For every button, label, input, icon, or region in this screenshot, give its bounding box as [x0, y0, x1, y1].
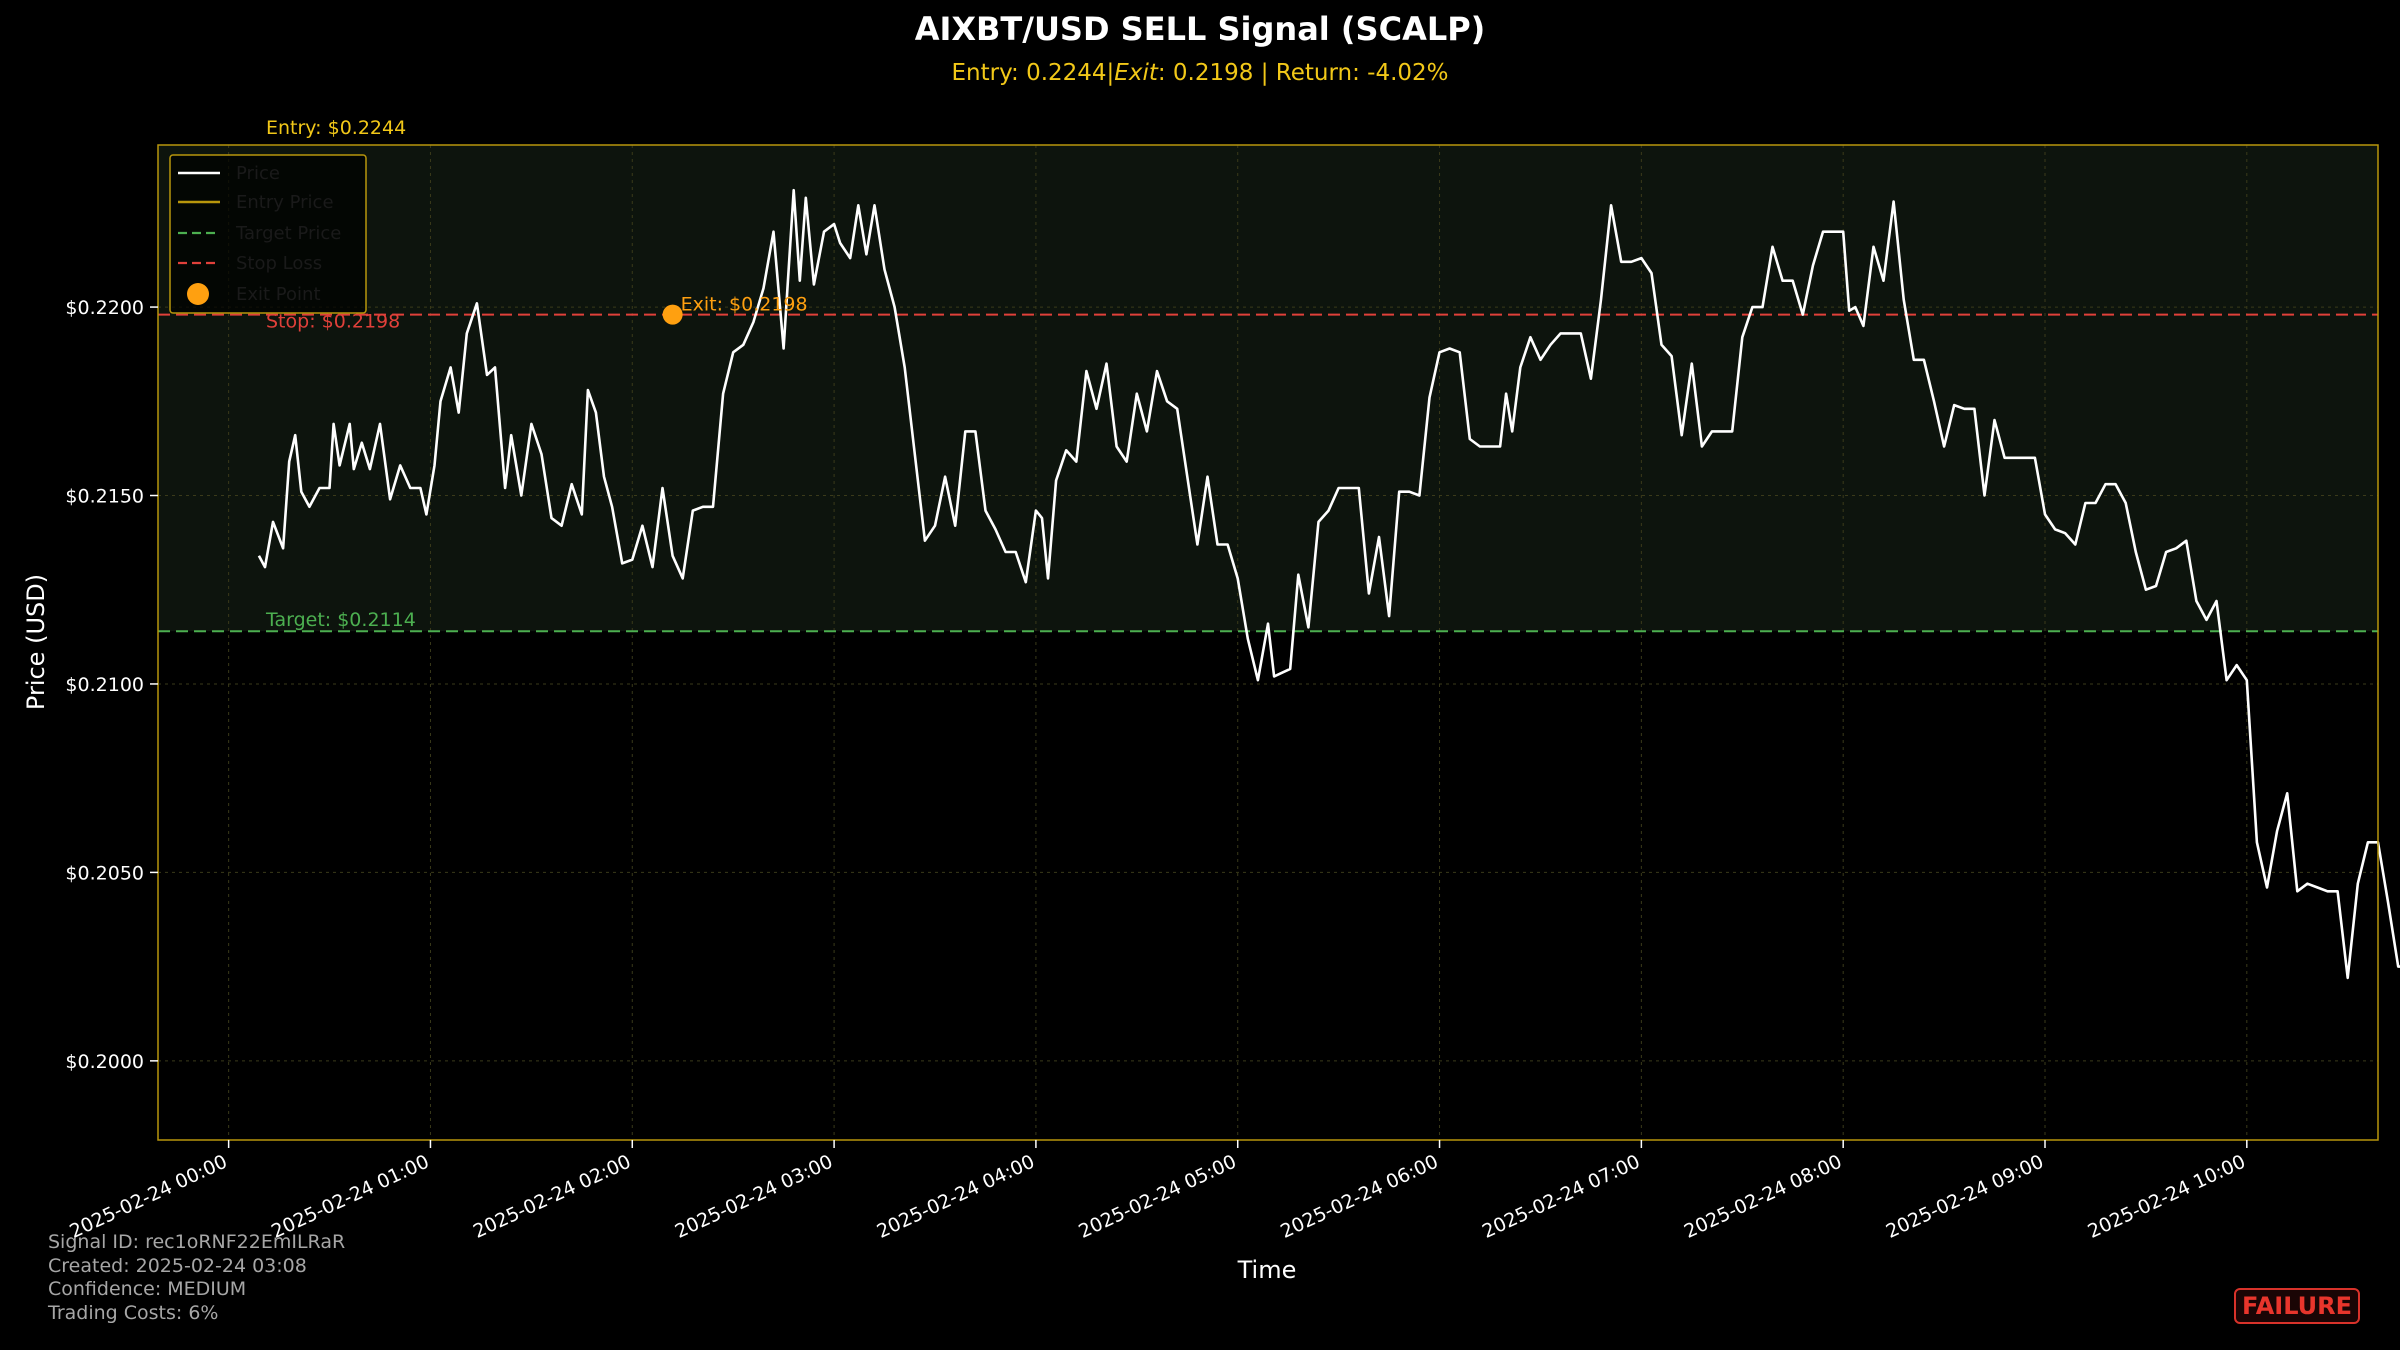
- legend-exit-swatch: [187, 283, 209, 305]
- grid: [158, 145, 2378, 1140]
- chart-subtitle: Entry: 0.2244|Exit: 0.2198 | Return: -4.…: [951, 60, 1448, 86]
- price-series-line: [257, 188, 2400, 980]
- legend: Price Entry Price Target Price Stop Loss…: [169, 154, 367, 314]
- x-tick-label: 2025-02-24 00:00: [66, 1151, 230, 1243]
- stop-level-label: Stop: $0.2198: [266, 311, 400, 333]
- exit-point-marker: [662, 304, 683, 325]
- y-axis-ticks: $0.2000 $0.2050 $0.2100 $0.2150 $0.2200: [65, 297, 158, 1073]
- x-tick-label: 2025-02-24 09:00: [1883, 1151, 2047, 1243]
- signal-id-text: Signal ID: rec1oRNF22EmILRaR: [48, 1231, 345, 1253]
- legend-entry-text: Entry Price: [236, 192, 334, 213]
- signal-info: Signal ID: rec1oRNF22EmILRaR Created: 20…: [47, 1231, 345, 1324]
- entry-level-label: Entry: $0.2244: [266, 117, 406, 139]
- y-tick-label: $0.2000: [65, 1051, 144, 1073]
- y-tick-label: $0.2150: [65, 486, 144, 508]
- chart-title: AIXBT/USD SELL Signal (SCALP): [915, 10, 1486, 48]
- y-tick-label: $0.2200: [65, 297, 144, 319]
- y-tick-label: $0.2100: [65, 674, 144, 696]
- status-badge: FAILURE: [2234, 1288, 2360, 1324]
- x-tick-label: 2025-02-24 07:00: [1479, 1151, 1643, 1243]
- x-tick-label: 2025-02-24 06:00: [1277, 1151, 1441, 1243]
- target-to-entry-zone: [158, 145, 2378, 632]
- exit-point-label: Exit: $0.2198: [681, 294, 808, 316]
- y-axis-label: Price (USD): [22, 574, 50, 710]
- legend-stop-text: Stop Loss: [236, 253, 322, 274]
- x-tick-label: 2025-02-24 02:00: [470, 1151, 634, 1243]
- x-tick-label: 2025-02-24 10:00: [2084, 1151, 2248, 1243]
- x-tick-label: 2025-02-24 03:00: [672, 1151, 836, 1243]
- x-tick-label: 2025-02-24 05:00: [1075, 1151, 1239, 1243]
- plot-frame: [157, 144, 2379, 1141]
- x-axis-ticks: 2025-02-24 00:00 2025-02-24 01:00 2025-02-…: [66, 1140, 2249, 1243]
- legend-price-text: Price: [236, 163, 280, 184]
- x-tick-label: 2025-02-24 01:00: [268, 1151, 432, 1243]
- trading-costs-text: Trading Costs: 6%: [47, 1302, 218, 1324]
- x-tick-label: 2025-02-24 08:00: [1681, 1151, 1845, 1243]
- created-text: Created: 2025-02-24 03:08: [48, 1255, 307, 1277]
- confidence-text: Confidence: MEDIUM: [48, 1278, 246, 1300]
- x-axis-label: Time: [1237, 1256, 1297, 1284]
- x-tick-label: 2025-02-24 04:00: [874, 1151, 1038, 1243]
- y-tick-label: $0.2050: [65, 862, 144, 884]
- legend-target-text: Target Price: [235, 223, 341, 244]
- legend-box: [169, 154, 367, 314]
- target-level-label: Target: $0.2114: [265, 609, 416, 631]
- legend-exit-text: Exit Point: [236, 284, 321, 305]
